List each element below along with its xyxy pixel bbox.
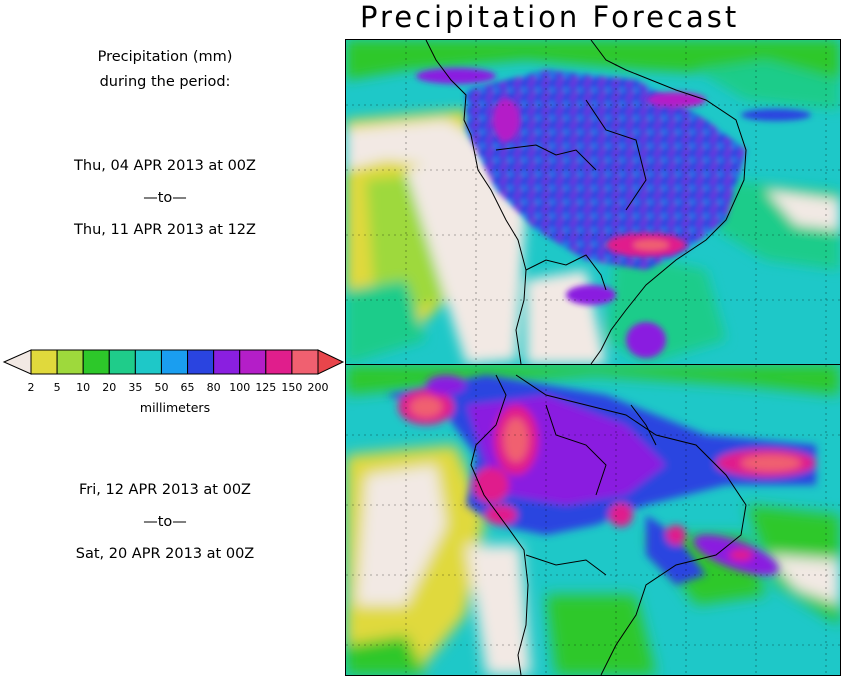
colorbar-tick-label: 5 [54, 381, 61, 394]
colorbar-tick-labels: 2 5 10 20 35 50 65 80 100 125 150 200 [28, 381, 329, 394]
period-2-label: Fri, 12 APR 2013 at 00Z —to— Sat, 20 APR… [0, 474, 330, 570]
colorbar-tick-label: 200 [308, 381, 329, 394]
colorbar-swatch [265, 349, 293, 375]
colorbar-high-arrow [317, 349, 345, 375]
colorbar-swatch [108, 349, 136, 375]
period-1-start: Thu, 04 APR 2013 at 00Z [74, 158, 256, 174]
period-2-end: Sat, 20 APR 2013 at 00Z [75, 546, 255, 562]
forecast-map-period-1 [345, 39, 841, 365]
colorbar-units: millimeters [139, 400, 211, 415]
colorbar-swatch [82, 349, 110, 375]
precipitation-colorbar: 2 5 10 20 35 50 65 80 100 125 150 200 [2, 349, 345, 394]
colorbar-swatch [56, 349, 84, 375]
colorbar-tick-label: 100 [229, 381, 250, 394]
colorbar-tick-label: 125 [255, 381, 276, 394]
colorbar-tick-label: 50 [154, 381, 168, 394]
period-2-separator: —to— [143, 514, 187, 530]
colorbar-tick-label: 35 [128, 381, 142, 394]
colorbar-tick-label: 150 [281, 381, 302, 394]
period-2-start: Fri, 12 APR 2013 at 00Z [79, 482, 251, 498]
colorbar-swatch [291, 349, 319, 375]
colorbar-swatch [30, 349, 58, 375]
description-line-2: during the period: [99, 74, 231, 90]
colorbar-tick-label: 65 [181, 381, 195, 394]
forecast-map-period-2 [345, 364, 841, 676]
period-1-label: Thu, 04 APR 2013 at 00Z —to— Thu, 11 APR… [0, 150, 330, 246]
colorbar-swatches [30, 349, 319, 375]
period-1-end: Thu, 11 APR 2013 at 12Z [74, 222, 256, 238]
colorbar-tick-label: 10 [76, 381, 90, 394]
colorbar-swatch [160, 349, 189, 375]
page-title: Precipitation Forecast [360, 0, 740, 34]
colorbar-swatch [213, 349, 241, 375]
colorbar-tick-label: 20 [102, 381, 116, 394]
period-1-separator: —to— [143, 190, 187, 206]
colorbar-tick-label: 80 [207, 381, 221, 394]
period-description: Precipitation (mm) during the period: [0, 45, 330, 95]
colorbar-tick-label: 2 [28, 381, 35, 394]
colorbar-swatch [134, 349, 162, 375]
description-line-1: Precipitation (mm) [97, 49, 233, 65]
colorbar-swatch [239, 349, 267, 375]
colorbar-swatch [187, 349, 215, 375]
colorbar-low-arrow [2, 349, 32, 375]
